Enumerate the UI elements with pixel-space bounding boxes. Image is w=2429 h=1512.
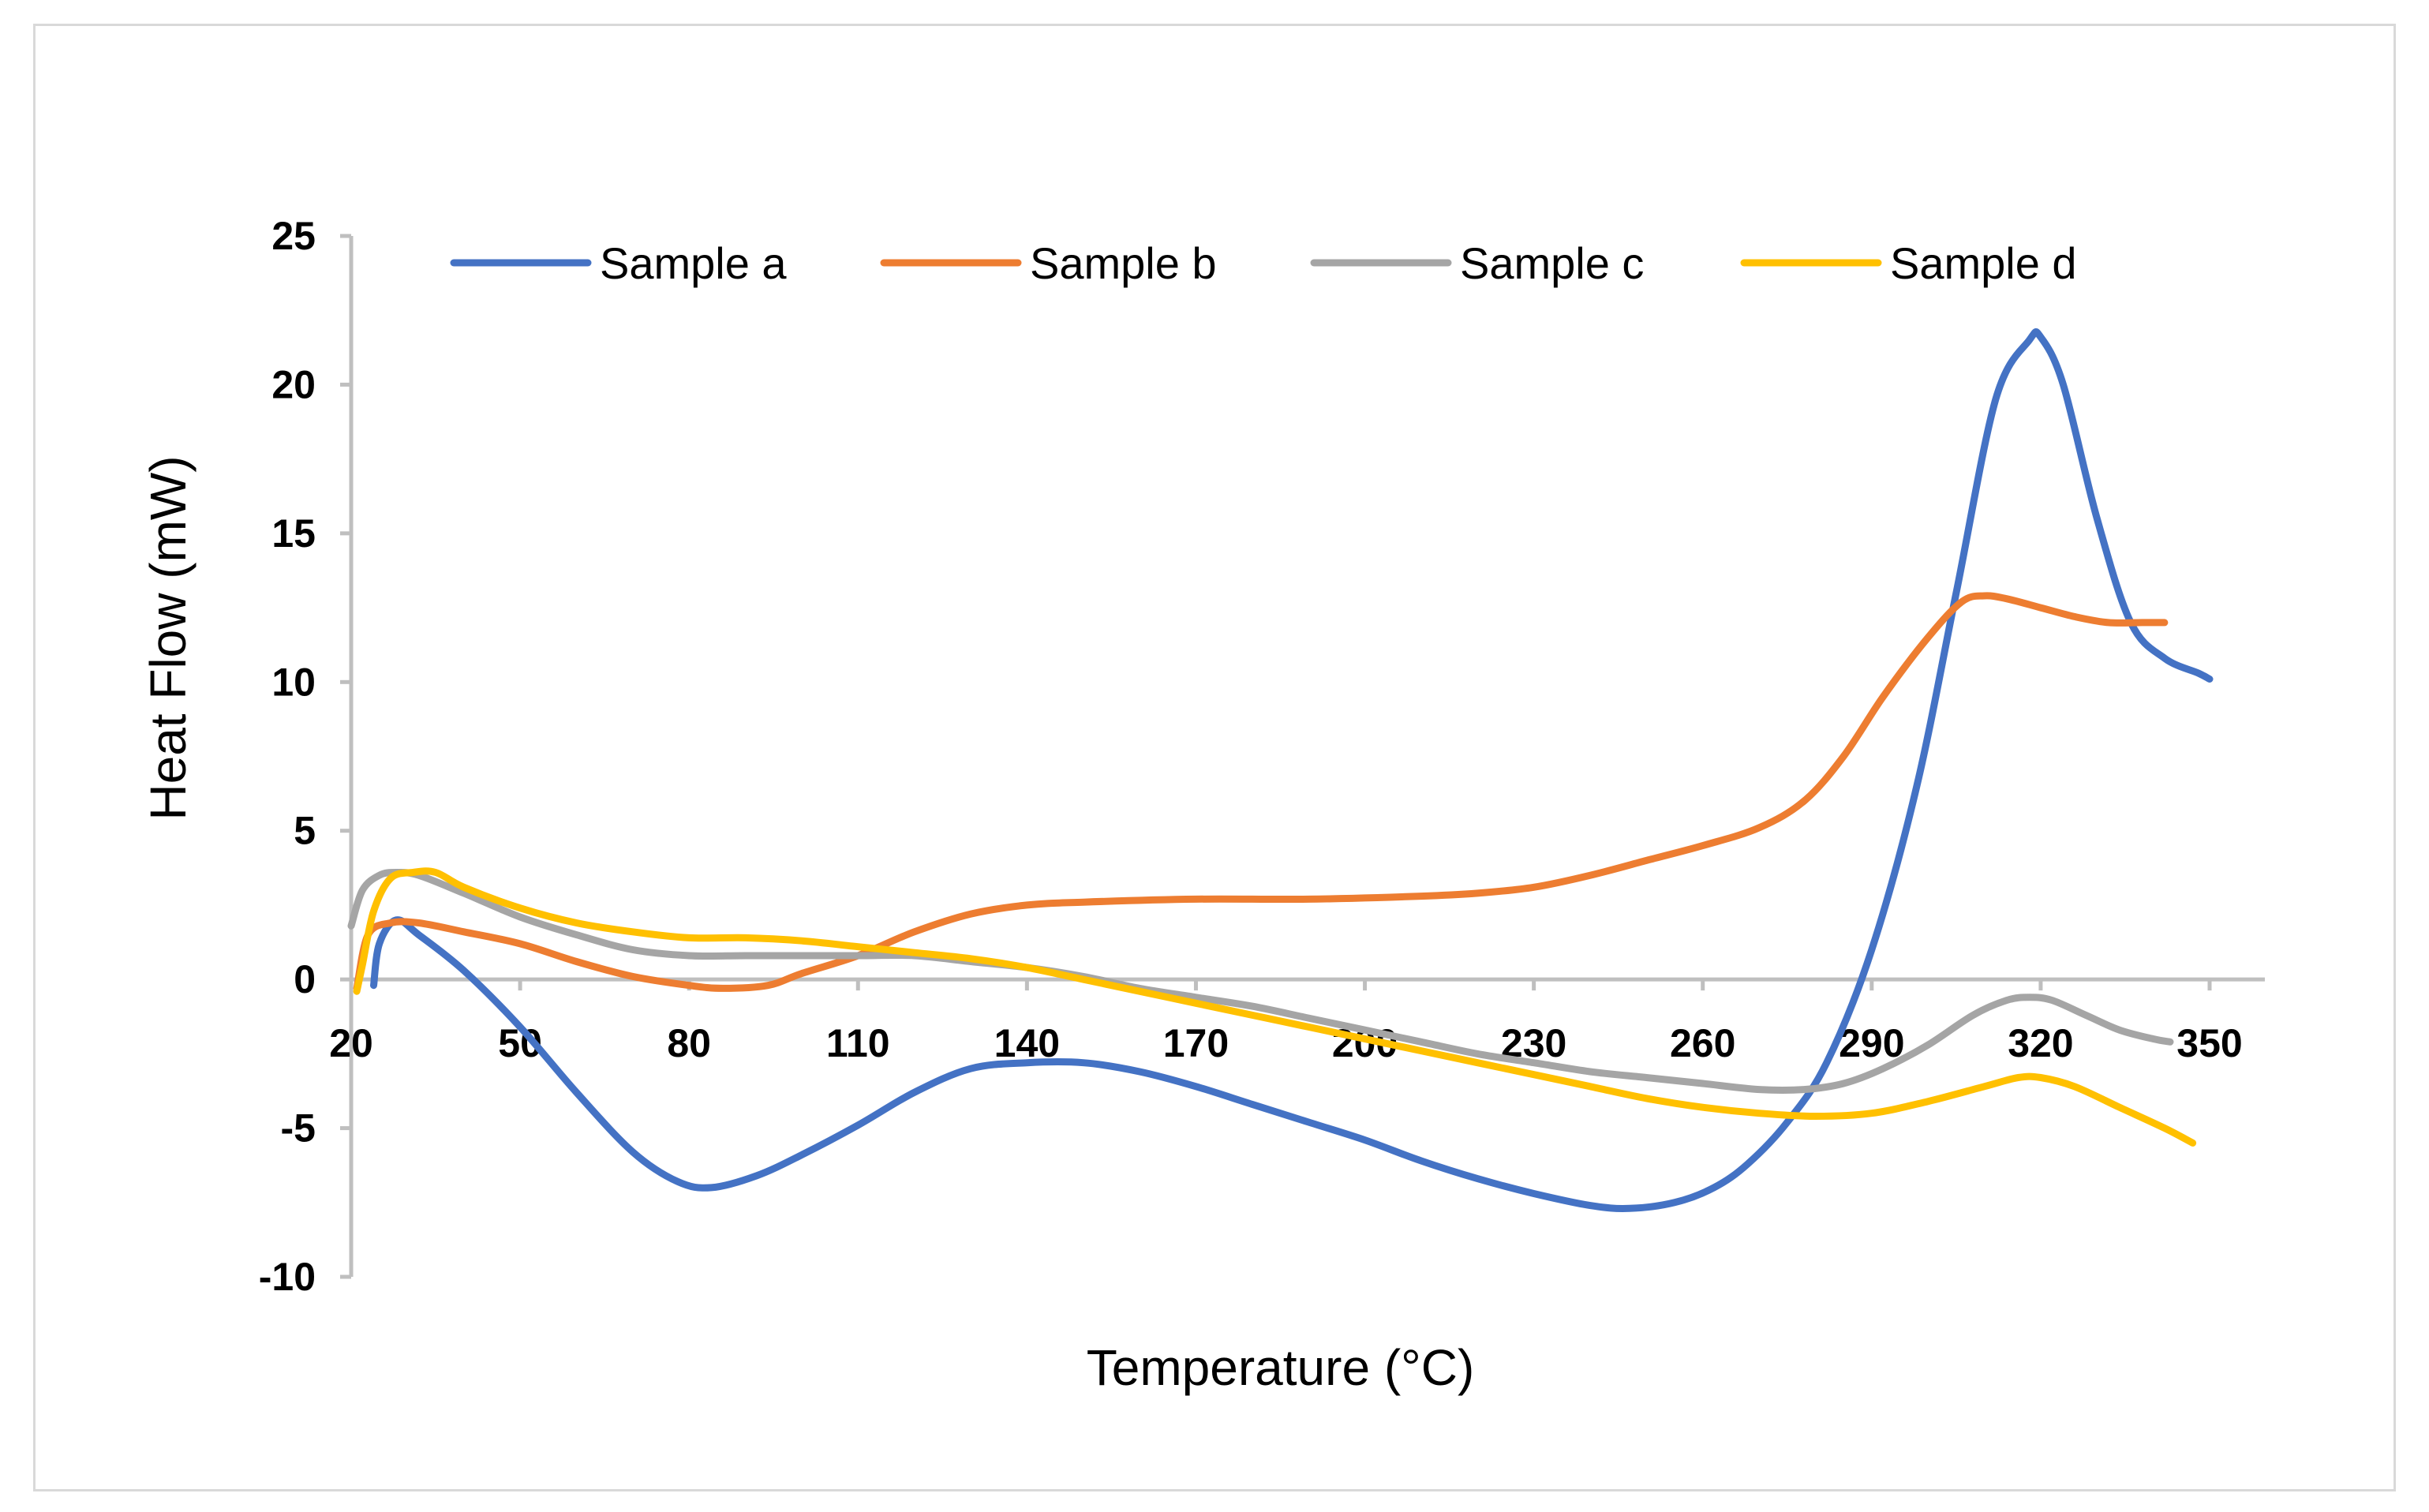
x-tick-label: 80	[667, 1021, 711, 1065]
x-tick-labels: 20 50 80 110 140 170 200 230 260 290 320 350	[329, 979, 2243, 1065]
x-tick-label: 140	[994, 1021, 1060, 1065]
x-tick-label: 290	[1839, 1021, 1904, 1065]
y-tick-labels: 25 20 15 10 5 0 -5 -10	[259, 214, 351, 1299]
x-axis-title: Temperature (°C)	[1087, 1339, 1475, 1396]
legend-label: Sample d	[1890, 238, 2077, 288]
y-tick-label: 0	[294, 957, 316, 1001]
series-line-sample-c	[347, 868, 2174, 1094]
y-tick-label: 15	[271, 511, 316, 556]
chart-frame: 25 20 15 10 5 0 -5 -10 20 50 80 110 140 170 200 230 260…	[33, 24, 2396, 1491]
y-tick-label: -5	[281, 1106, 316, 1151]
x-tick-label: 260	[1670, 1021, 1735, 1065]
y-tick-label: 20	[271, 362, 316, 406]
x-tick-label: 20	[329, 1021, 373, 1065]
legend-label: Sample c	[1460, 238, 1644, 288]
y-tick-label: 25	[271, 214, 316, 258]
series-lines	[347, 328, 2214, 1212]
legend-label: Sample a	[600, 238, 787, 288]
y-tick-label: 10	[271, 660, 316, 704]
y-axis-title: Heat Flow (mW)	[140, 455, 196, 820]
y-tick-label: -10	[259, 1255, 316, 1299]
legend-label: Sample b	[1030, 238, 1217, 288]
x-tick-label: 170	[1163, 1021, 1229, 1065]
legend: Sample a Sample b Sample c Sample d	[450, 238, 2077, 288]
series-line-sample-d	[353, 867, 2197, 1147]
series-line-sample-a	[370, 328, 2214, 1212]
x-tick-label: 320	[2008, 1021, 2073, 1065]
y-tick-label: 5	[294, 809, 316, 853]
x-tick-label: 110	[826, 1021, 890, 1065]
series-line-sample-b	[353, 592, 2169, 992]
x-tick-label: 350	[2176, 1021, 2242, 1065]
